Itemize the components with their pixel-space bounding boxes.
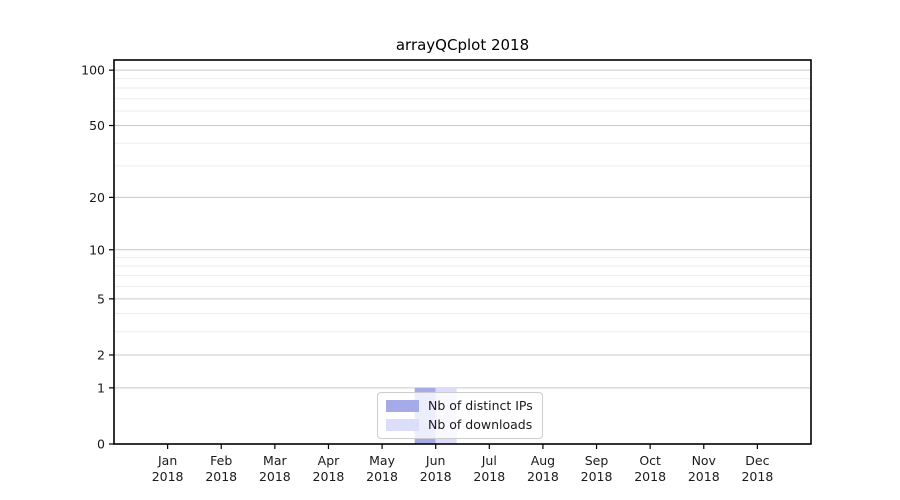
legend-item: Nb of distinct IPs	[386, 398, 533, 414]
legend-label-downloads: Nb of downloads	[428, 417, 533, 432]
x-tick-label: Mar 2018	[259, 453, 291, 484]
legend-label-distinct-ips: Nb of distinct IPs	[428, 398, 533, 413]
y-tick-label: 5	[97, 291, 105, 306]
x-tick-label: Oct 2018	[634, 453, 666, 484]
legend: Nb of distinct IPs Nb of downloads	[377, 392, 543, 439]
x-tick-label: Nov 2018	[688, 453, 720, 484]
legend-swatch-distinct-ips	[386, 400, 419, 412]
y-tick-label: 1	[97, 380, 105, 395]
x-tick-label: Aug 2018	[527, 453, 559, 484]
x-tick-label: May 2018	[366, 453, 398, 484]
y-tick-label: 100	[81, 63, 105, 78]
x-tick-label: Sep 2018	[581, 453, 613, 484]
x-tick-label: Apr 2018	[313, 453, 345, 484]
x-tick-label: Feb 2018	[205, 453, 237, 484]
x-tick-label: Dec 2018	[741, 453, 773, 484]
y-tick-label: 0	[97, 437, 105, 452]
chart-title: arrayQCplot 2018	[395, 36, 530, 54]
y-tick-label: 2	[97, 348, 105, 363]
legend-swatch-downloads	[386, 419, 419, 431]
x-tick-label: Jan 2018	[152, 453, 184, 484]
x-tick-label: Jun 2018	[420, 453, 452, 484]
plot-border	[113, 59, 812, 445]
legend-item: Nb of downloads	[386, 417, 533, 433]
y-tick-label: 10	[89, 242, 105, 257]
y-tick-label: 20	[89, 190, 105, 205]
y-tick-label: 50	[89, 118, 105, 133]
x-tick-label: Jul 2018	[473, 453, 505, 484]
